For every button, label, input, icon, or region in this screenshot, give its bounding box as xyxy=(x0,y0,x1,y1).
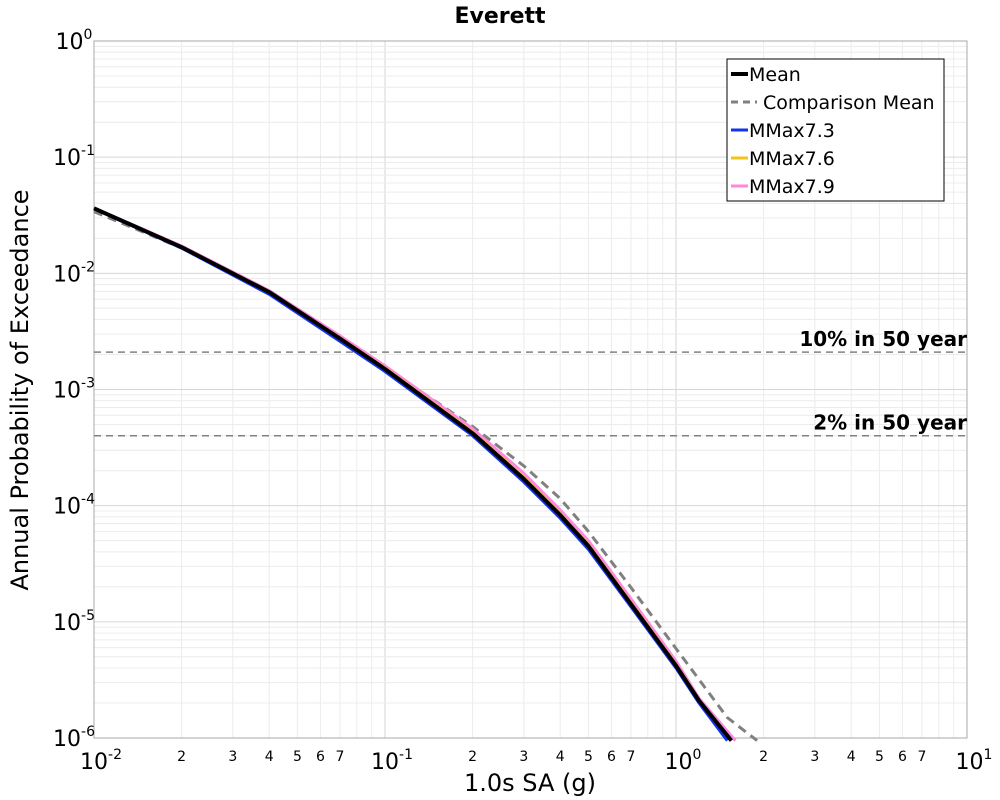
plot-area-frame xyxy=(93,40,968,739)
x-minor-tick-label: 3 xyxy=(519,749,528,765)
x-minor-tick-label: 5 xyxy=(875,749,884,765)
series-lines xyxy=(93,206,759,742)
x-minor-tick-label: 4 xyxy=(265,749,274,765)
series-line-mean xyxy=(93,206,733,742)
x-tick-label: 100 xyxy=(665,747,702,775)
x-tick-label: 10-2 xyxy=(80,747,122,775)
x-minor-tick-label: 6 xyxy=(607,749,616,765)
x-minor-tick-label: 2 xyxy=(177,749,186,765)
x-minor-tick-label: 6 xyxy=(316,749,325,765)
x-minor-tick-label: 7 xyxy=(335,749,344,765)
y-tick-label: 10-2 xyxy=(53,259,95,287)
legend-label: Comparison Mean xyxy=(763,92,935,114)
reference-lines: 10% in 50 year 2% in 50 year xyxy=(94,327,967,437)
y-tick-label: 10-5 xyxy=(53,608,95,636)
x-tick-label: 101 xyxy=(956,747,993,775)
x-minor-tick-label: 4 xyxy=(847,749,856,765)
y-tick-label: 10-4 xyxy=(53,492,95,520)
legend-items: Mean Comparison Mean MMax7.3 MMax7.6 MMax7.9 xyxy=(731,64,935,198)
x-minor-tick-label: 6 xyxy=(898,749,907,765)
y-axis-label: Annual Probability of Exceedance xyxy=(6,189,34,590)
x-minor-tick-label: 5 xyxy=(584,749,593,765)
grid xyxy=(94,41,967,738)
x-minor-tick-label: 5 xyxy=(293,749,302,765)
x-minor-tick-label: 2 xyxy=(759,749,768,765)
x-minor-tick-label: 7 xyxy=(917,749,926,765)
y-tick-label: 100 xyxy=(56,27,93,55)
reference-line-label: 2% in 50 year xyxy=(813,411,967,435)
x-minor-tick-label: 3 xyxy=(228,749,237,765)
x-axis-label: 1.0s SA (g) xyxy=(464,769,596,797)
x-minor-tick-label: 2 xyxy=(468,749,477,765)
legend-label: MMax7.3 xyxy=(749,120,835,142)
legend: Mean Comparison Mean MMax7.3 MMax7.6 MMax7.9 xyxy=(726,58,945,202)
legend-box xyxy=(726,58,945,202)
y-tick-label: 10-1 xyxy=(53,143,95,171)
reference-line-label: 10% in 50 year xyxy=(799,327,967,351)
axis-ticks: 10-2 10-1 100 101 100 10-1 10-2 10-3 10-4 10-5 10-… xyxy=(53,27,992,775)
y-tick-label: 10-3 xyxy=(53,376,95,404)
x-minor-tick-label: 7 xyxy=(626,749,635,765)
chart-title: Everett xyxy=(454,4,546,29)
y-tick-label: 10-6 xyxy=(53,724,95,752)
legend-label: MMax7.6 xyxy=(749,148,835,170)
x-minor-tick-label: 3 xyxy=(810,749,819,765)
legend-label: MMax7.9 xyxy=(749,176,835,198)
series-line-comparison-mean xyxy=(93,210,759,742)
x-tick-label: 10-1 xyxy=(371,747,413,775)
x-minor-tick-label: 4 xyxy=(556,749,565,765)
legend-label: Mean xyxy=(749,64,801,86)
